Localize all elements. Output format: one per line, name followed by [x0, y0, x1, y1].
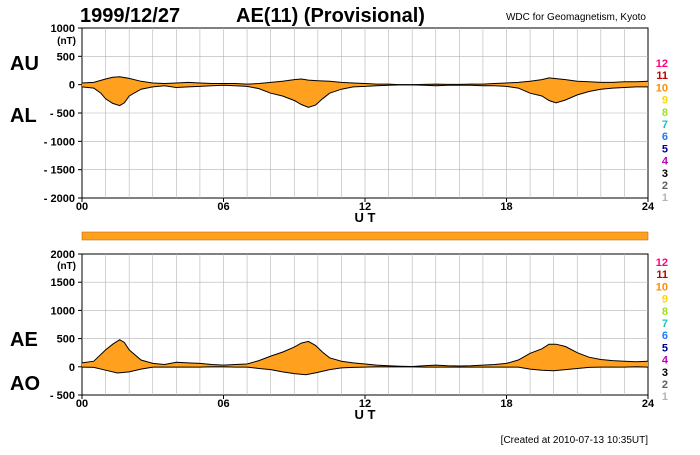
bottom-grid	[82, 254, 648, 395]
station-count-label: 6	[662, 131, 668, 143]
top-grid	[82, 28, 648, 198]
station-count-label: 10	[656, 82, 668, 94]
top-y-tick-label: - 1500	[44, 165, 75, 177]
station-count-label: 8	[662, 107, 668, 119]
top-data-area	[81, 76, 649, 108]
series-line-al	[81, 84, 648, 108]
bottom-data-area	[81, 339, 649, 376]
station-count-label: 11	[656, 269, 668, 281]
top-y-tick-label: - 500	[50, 108, 75, 120]
bottom-envelope-area	[82, 339, 648, 375]
station-count-label: 12	[656, 58, 668, 70]
bottom-y-tick-label: 0	[69, 362, 75, 374]
bottom-y-unit: (nT)	[57, 261, 76, 272]
label-au: AU	[10, 53, 39, 75]
bottom-x-tick-label: 12	[359, 398, 371, 410]
station-count-label: 3	[662, 367, 668, 379]
data-source: WDC for Geomagnetism, Kyoto	[506, 12, 646, 23]
index-title: AE(11) (Provisional)	[236, 5, 425, 27]
station-count-label: 11	[656, 70, 668, 82]
station-count-label: 7	[662, 318, 668, 330]
station-count-label: 4	[662, 355, 669, 367]
top-envelope-area	[82, 76, 648, 108]
station-count-label: 9	[662, 294, 668, 306]
series-line-ao	[81, 366, 649, 376]
station-count-label: 1	[662, 391, 668, 403]
station-count-label: 1	[662, 192, 668, 204]
station-count-label: 10	[656, 281, 668, 293]
bottom-x-tick-label: 06	[217, 398, 229, 410]
bottom-x-axis-label: U T	[355, 407, 376, 422]
created-timestamp: [Created at 2010-07-13 10:35UT]	[501, 435, 649, 446]
bottom-y-tick-label: 2000	[51, 249, 75, 261]
label-ao: AO	[10, 373, 40, 395]
top-x-tick-label: 06	[217, 201, 229, 213]
station-count-label: 5	[662, 342, 668, 354]
bottom-y-tick-label: 1500	[51, 277, 75, 289]
top-x-tick-label: 00	[76, 201, 88, 213]
station-count-label: 2	[662, 180, 668, 192]
availability-bar	[81, 231, 649, 241]
top-x-tick-label: 24	[642, 201, 655, 213]
label-ae: AE	[10, 329, 38, 351]
bottom-x-tick-label: 18	[500, 398, 512, 410]
top-y-tick-label: 0	[69, 80, 75, 92]
bottom-x-tick-label: 24	[642, 398, 655, 410]
bottom-y-tick-label: 1000	[51, 305, 75, 317]
label-al: AL	[10, 105, 37, 127]
top-y-tick-label: 500	[57, 51, 75, 63]
bottom-y-tick-label: 500	[57, 334, 75, 346]
station-count-label: 3	[662, 168, 668, 180]
station-count-label: 9	[662, 95, 668, 107]
top-y-tick-label: - 2000	[44, 193, 75, 205]
series-line-ae	[81, 339, 649, 368]
top-y-tick-label: 1000	[51, 23, 75, 35]
top-y-tick-label: - 1000	[44, 136, 75, 148]
station-count-label: 8	[662, 306, 668, 318]
bottom-y-tick-label: - 500	[50, 390, 75, 402]
station-count-label: 6	[662, 330, 668, 342]
station-count-label: 4	[662, 156, 669, 168]
series-line-au	[81, 76, 649, 86]
top-y-unit: (nT)	[57, 36, 76, 47]
station-count-label: 12	[656, 257, 668, 269]
date-title: 1999/12/27	[80, 5, 180, 27]
top-x-axis-label: U T	[355, 210, 376, 225]
station-count-label: 2	[662, 379, 668, 391]
top-x-tick-label: 18	[500, 201, 512, 213]
station-count-label: 7	[662, 119, 668, 131]
top-x-tick-label: 12	[359, 201, 371, 213]
bottom-x-tick-label: 00	[76, 398, 88, 410]
station-count-label: 5	[662, 143, 668, 155]
